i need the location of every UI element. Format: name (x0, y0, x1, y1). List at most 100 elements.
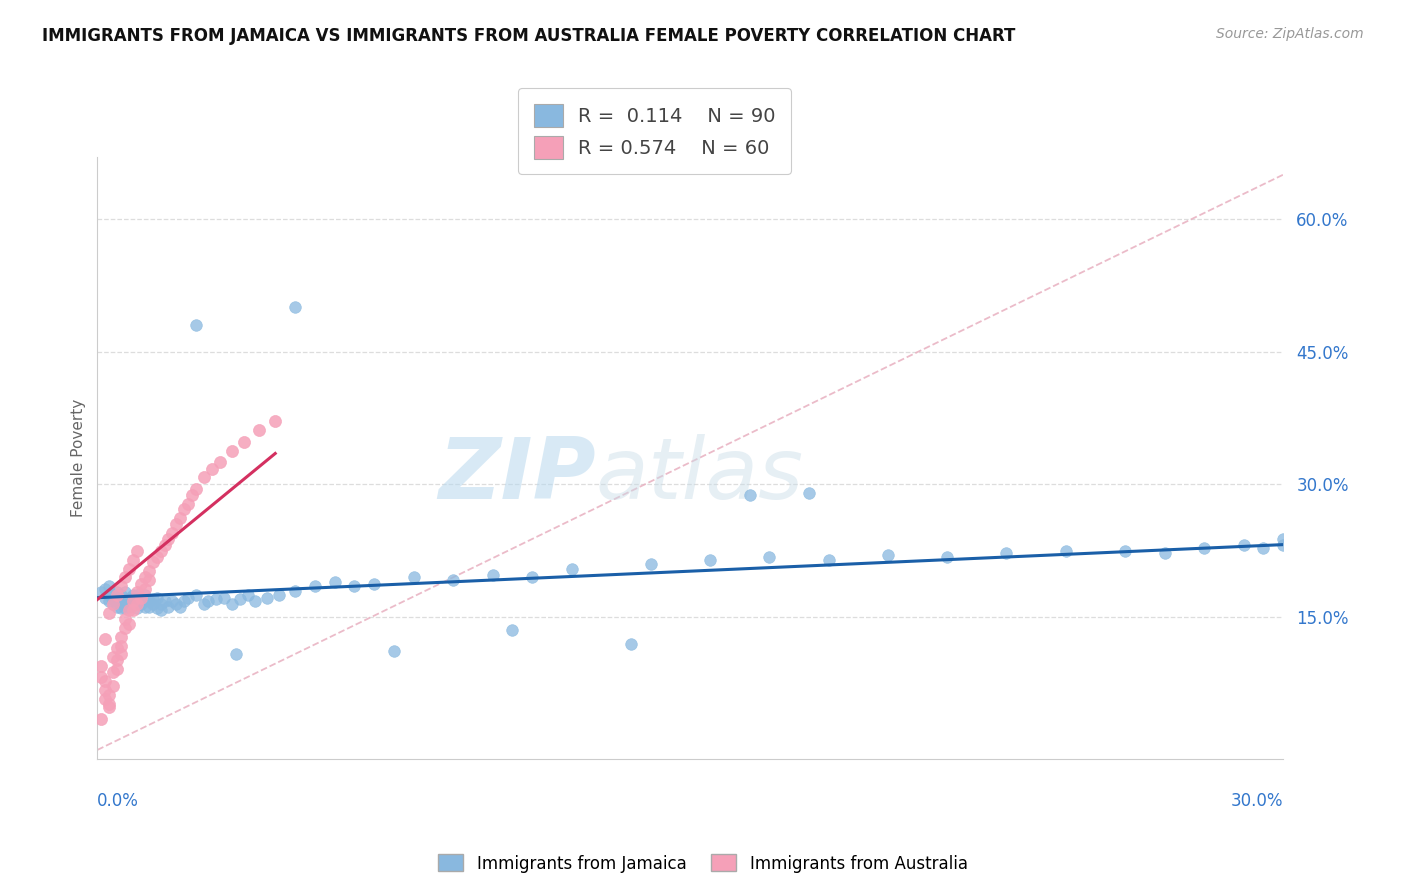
Point (114, 597, 136, 611)
Point (90, 670, 112, 684)
Point (114, 612, 136, 626)
Point (98, 688, 121, 702)
Point (118, 603, 141, 617)
Text: IMMIGRANTS FROM JAMAICA VS IMMIGRANTS FROM AUSTRALIA FEMALE POVERTY CORRELATION : IMMIGRANTS FROM JAMAICA VS IMMIGRANTS FR… (42, 27, 1015, 45)
Point (114, 570, 136, 584)
Point (105, 585, 128, 599)
Point (149, 603, 172, 617)
Point (122, 552, 145, 566)
Point (304, 579, 326, 593)
Point (1272, 533, 1295, 547)
Text: ZIP: ZIP (437, 434, 595, 517)
Point (169, 599, 191, 614)
Legend: Immigrants from Jamaica, Immigrants from Australia: Immigrants from Jamaica, Immigrants from… (432, 847, 974, 880)
Point (221, 597, 243, 611)
Point (101, 679, 124, 693)
Point (145, 549, 167, 564)
Point (90, 585, 112, 599)
Point (90, 712, 112, 726)
Point (101, 592, 124, 607)
Point (94, 691, 117, 706)
Legend: R =  0.114    N = 90, R = 0.574    N = 60: R = 0.114 N = 90, R = 0.574 N = 60 (517, 88, 792, 174)
Point (122, 603, 145, 617)
Point (177, 497, 200, 511)
Point (284, 583, 307, 598)
Point (105, 599, 128, 614)
Point (125, 585, 148, 599)
Point (118, 561, 141, 575)
Point (110, 639, 132, 653)
Point (699, 552, 721, 566)
Point (142, 555, 165, 569)
Point (129, 597, 152, 611)
Point (105, 641, 128, 656)
Point (1232, 538, 1254, 552)
Point (225, 648, 247, 662)
Point (173, 594, 195, 608)
Point (101, 588, 124, 602)
Point (129, 576, 152, 591)
Point (205, 592, 228, 607)
Point (157, 533, 180, 547)
Point (1272, 538, 1295, 552)
Point (98, 700, 121, 714)
Point (797, 486, 820, 500)
Point (197, 594, 219, 608)
Point (98, 697, 121, 711)
Point (125, 588, 148, 602)
Point (343, 579, 366, 593)
Point (758, 549, 780, 564)
Text: 0.0%: 0.0% (97, 792, 139, 810)
Point (876, 548, 898, 562)
Point (153, 594, 176, 608)
Point (186, 588, 208, 602)
Point (162, 594, 184, 608)
Point (221, 443, 243, 458)
Text: 30.0%: 30.0% (1230, 792, 1284, 810)
Point (382, 644, 405, 658)
Point (363, 576, 385, 591)
Point (1153, 546, 1175, 560)
Point (212, 591, 235, 605)
Point (157, 599, 180, 614)
Point (114, 621, 136, 635)
Point (640, 557, 662, 571)
Point (101, 597, 124, 611)
Point (98, 594, 121, 608)
Point (193, 597, 215, 611)
Point (1114, 544, 1136, 558)
Point (122, 592, 145, 607)
Point (105, 653, 128, 667)
Point (101, 665, 124, 679)
Point (122, 588, 145, 602)
Point (284, 301, 307, 315)
Point (110, 592, 132, 607)
Point (114, 585, 136, 599)
Point (936, 549, 959, 564)
Point (149, 597, 172, 611)
Point (101, 650, 124, 665)
Point (129, 591, 152, 605)
Point (232, 434, 254, 449)
Point (94, 591, 117, 605)
Text: Source: ZipAtlas.com: Source: ZipAtlas.com (1216, 27, 1364, 41)
Point (118, 599, 141, 614)
Point (105, 661, 128, 675)
Point (122, 597, 145, 611)
Point (620, 637, 643, 651)
Point (125, 594, 148, 608)
Point (145, 591, 167, 605)
Point (245, 594, 267, 608)
Point (186, 482, 208, 496)
Point (149, 544, 172, 558)
Point (162, 526, 184, 541)
Point (105, 594, 128, 608)
Point (441, 573, 464, 587)
Point (125, 597, 148, 611)
Point (402, 570, 425, 584)
Point (177, 591, 200, 605)
Point (105, 588, 128, 602)
Point (129, 592, 152, 607)
Point (114, 601, 136, 615)
Point (228, 592, 250, 607)
